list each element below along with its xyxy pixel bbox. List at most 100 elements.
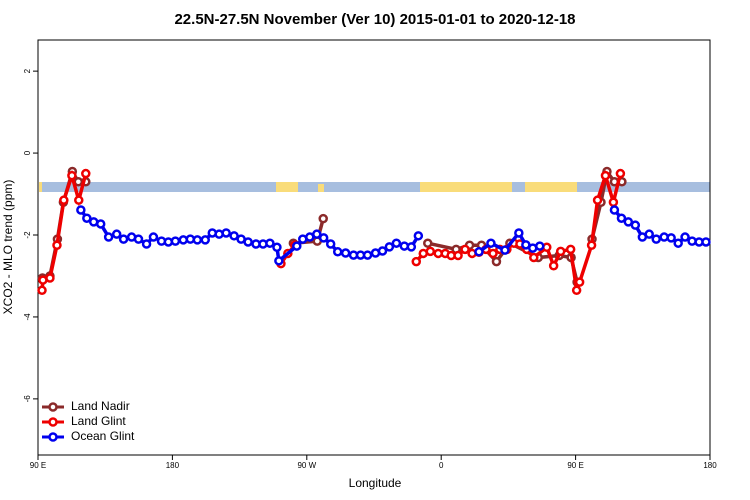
data-point [274,256,284,266]
data-point [340,248,351,258]
land-patch [318,184,324,192]
data-point [74,195,84,205]
legend-label: Land Glint [71,414,126,428]
data-point [170,236,181,246]
data-point [535,241,545,251]
data-point [103,232,114,242]
x-tick-label: 90 E [567,461,583,470]
data-point [200,235,211,245]
data-point [460,244,470,255]
data-point [141,239,152,249]
data-point [272,242,282,253]
data-point [488,248,498,259]
data-point [608,197,619,207]
legend-label: Ocean Glint [71,429,135,443]
data-point [644,229,654,239]
x-tick-label: 180 [703,461,717,470]
data-point [52,240,62,250]
data-point [362,250,373,260]
plot-frame [37,39,711,456]
data-point [82,213,92,223]
data-point [391,238,402,248]
x-tick-label: 180 [166,461,180,470]
data-point [555,246,566,257]
y-tick-label: 2 [23,68,32,73]
data-point [192,235,203,245]
data-point [377,246,388,256]
legend-marker [48,402,58,412]
data-point [318,213,328,224]
data-point [592,195,603,205]
data-point [67,170,77,181]
data-point [111,229,122,239]
x-tick-label: 90 E [30,461,46,470]
data-point [586,240,597,250]
land-patch [420,182,512,192]
data-point [600,170,611,181]
data-point [312,229,322,239]
data-point [514,228,524,238]
data-point [615,168,626,179]
data-point [574,277,585,287]
data-point [76,205,86,215]
x-axis-label: Longitude [349,476,402,490]
data-point [265,238,275,248]
data-point [616,213,627,223]
y-tick-label: -4 [23,313,32,321]
data-point [453,250,463,261]
data-point [474,247,484,257]
data-point [229,231,239,241]
data-point [571,285,582,296]
data-point [95,219,106,229]
land-patch [525,182,577,192]
data-point [81,168,91,179]
data-point [148,232,159,242]
data-point [332,247,343,257]
data-point [45,273,55,283]
data-point [630,220,641,230]
land-patch [39,182,42,192]
y-tick-label: -6 [23,395,32,403]
data-point [292,241,302,251]
data-point [384,242,395,252]
data-point [318,233,329,243]
data-point [491,256,502,267]
data-point [413,231,424,241]
land-patch [276,182,298,192]
data-point [548,260,559,271]
data-point [651,234,661,244]
data-point [406,242,417,252]
data-point [666,233,676,243]
map-band [39,182,710,192]
data-point [118,234,129,244]
data-point [673,238,683,248]
data-point [37,285,47,296]
data-point [609,205,620,215]
ocean-strip [39,182,710,192]
data-point [325,239,336,249]
data-point [565,244,576,255]
data-point [623,217,634,227]
legend-marker [48,432,58,442]
data-point [425,246,436,257]
data-point [411,256,422,267]
data-point [500,245,510,255]
y-tick-label: 0 [23,150,32,155]
y-axis-label: XCO2 - MLO trend (ppm) [1,180,15,315]
data-point [59,195,69,205]
data-point [680,232,690,242]
legend-marker [48,417,58,427]
data-point [701,237,711,247]
data-point [529,252,539,263]
data-point [486,238,496,248]
chart-title: 22.5N-27.5N November (Ver 10) 2015-01-01… [174,11,575,28]
data-point [243,237,253,247]
x-tick-label: 90 W [297,461,316,470]
y-tick-label: -2 [23,231,32,239]
legend-label: Land Nadir [71,399,130,413]
data-point [133,234,144,244]
data-point [423,238,433,248]
data-point [221,228,231,238]
x-tick-label: 0 [439,461,444,470]
